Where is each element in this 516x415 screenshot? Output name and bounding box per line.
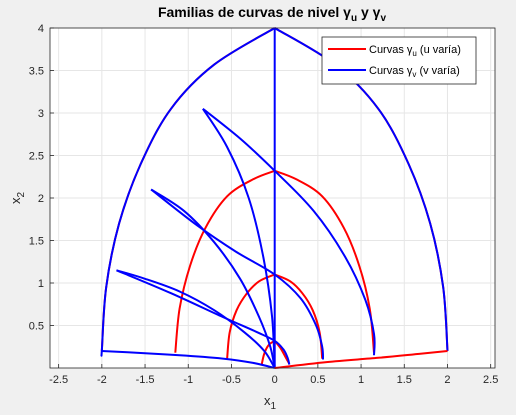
legend-v-post: (v varía) xyxy=(416,65,459,77)
curve-v-10 xyxy=(150,188,276,369)
y-axis-label: x2 xyxy=(8,192,27,205)
y-tick-label: 4 xyxy=(38,23,44,35)
curves xyxy=(100,27,449,369)
title-sub-u: u xyxy=(351,13,357,24)
y-tick-labels: 0.5 1 1.5 2 2.5 3 3.5 4 xyxy=(29,23,44,333)
y-tick-label: 2 xyxy=(38,193,44,205)
legend-v-gamma: γ xyxy=(407,65,413,77)
legend-v-pre: Curvas xyxy=(369,65,407,77)
axes-box xyxy=(49,27,496,369)
legend-u-pre: Curvas xyxy=(369,44,407,56)
legend-box xyxy=(321,36,477,85)
y-tick-label: 1 xyxy=(38,278,44,290)
y-axis-label-base: x xyxy=(8,197,23,204)
x-tick-label: -1.5 xyxy=(136,374,155,386)
curve-v-9 xyxy=(116,269,276,369)
legend-entry-v: Curvas γv (v varía) xyxy=(369,65,460,79)
curve-u-bottom-boundary xyxy=(274,350,448,369)
title-main: Familias de curvas de nivel xyxy=(158,4,343,20)
title-sub-v: v xyxy=(380,13,386,24)
x-axis-label-base: x xyxy=(264,393,271,408)
curve-u-2 xyxy=(226,273,276,359)
x-tick-label: 0.5 xyxy=(310,374,325,386)
curve-v-15 xyxy=(150,188,324,360)
x-tick-label: -2.5 xyxy=(49,374,68,386)
y-tick-label: 1.5 xyxy=(29,236,44,248)
legend-entry-u: Curvas γu (u varía) xyxy=(369,44,461,58)
curve-v-11 xyxy=(202,108,276,369)
legend-u-sub: u xyxy=(412,49,416,58)
x-tick-label: 1.5 xyxy=(397,374,412,386)
title-gamma-u: γ xyxy=(343,4,351,20)
x-tick-label: -2 xyxy=(97,374,107,386)
curve-u-6 xyxy=(274,169,375,353)
curve-v-8 xyxy=(101,350,275,369)
x-tick-label: 2 xyxy=(444,374,450,386)
chart-title: Familias de curvas de nivel γu y γv xyxy=(158,4,386,24)
x-tick-labels: -2.5 -2 -1.5 -1 -0.5 0 0.5 1 1.5 2 2.5 xyxy=(49,374,498,386)
legend: Curvas γu (u varía) Curvas γv (v varía) xyxy=(321,36,477,85)
x-tick-label: 1 xyxy=(358,374,364,386)
title-mid: y xyxy=(357,4,373,20)
curve-u-3 xyxy=(260,339,276,365)
x-tick-label: 0 xyxy=(272,374,278,386)
y-tick-label: 2.5 xyxy=(29,151,44,163)
y-tick-label: 3.5 xyxy=(29,66,44,78)
curve-v-17 xyxy=(100,27,276,357)
legend-u-gamma: γ xyxy=(407,44,413,56)
x-axis-label: x1 xyxy=(264,393,277,412)
x-tick-label: 2.5 xyxy=(483,374,498,386)
x-axis-label-sub: 1 xyxy=(270,401,276,412)
legend-v-sub: v xyxy=(412,70,416,79)
legend-u-post: (u varía) xyxy=(417,44,461,56)
y-axis-label-sub: 2 xyxy=(16,192,27,198)
title-gamma-v: γ xyxy=(373,4,381,20)
curve-u-1 xyxy=(174,169,276,353)
curve-v-14 xyxy=(202,108,376,356)
curve-v-16 xyxy=(116,269,291,365)
x-tick-label: -1 xyxy=(183,374,193,386)
y-tick-label: 0.5 xyxy=(29,321,44,333)
y-tick-label: 3 xyxy=(38,108,44,120)
x-tick-label: -0.5 xyxy=(222,374,241,386)
